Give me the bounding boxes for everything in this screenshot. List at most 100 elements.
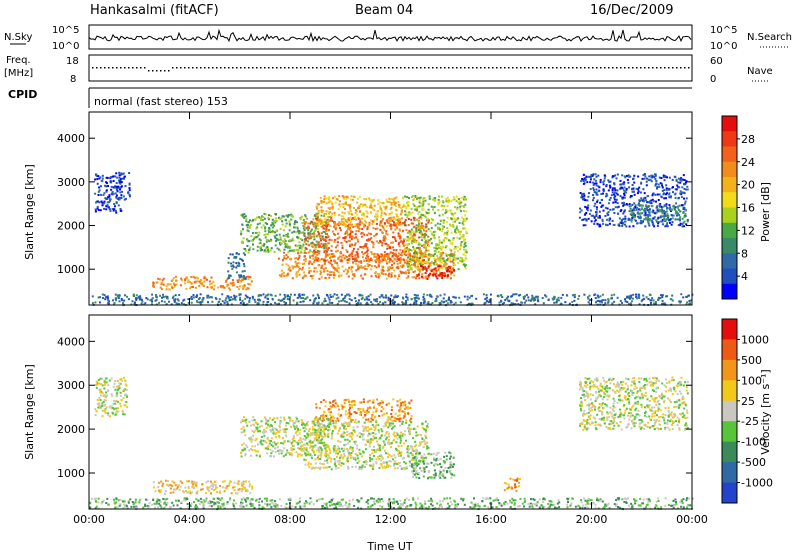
- power-cell: [350, 236, 353, 238]
- power-cell: [417, 220, 420, 223]
- power-cell: [278, 233, 281, 236]
- power-cell: [672, 191, 674, 194]
- power-cell: [673, 207, 676, 210]
- power-cell: [607, 298, 610, 301]
- freq-dot: [300, 67, 302, 69]
- power-cell: [162, 277, 165, 280]
- power-cell: [323, 195, 326, 198]
- power-cell: [466, 298, 469, 301]
- power-cell: [662, 302, 665, 305]
- power-cell: [394, 228, 397, 231]
- power-cell: [459, 248, 462, 251]
- power-cell: [373, 265, 376, 267]
- power-cell: [623, 217, 626, 220]
- power-cell: [255, 236, 258, 239]
- power-cell: [673, 175, 676, 178]
- power-cell: [239, 257, 242, 260]
- power-cell: [341, 256, 344, 259]
- power-cell: [329, 219, 332, 222]
- power-cell: [418, 236, 421, 239]
- velocity-cell: [237, 480, 240, 483]
- power-cell: [642, 294, 645, 297]
- power-cell: [680, 179, 683, 182]
- power-cell: [645, 218, 648, 221]
- nave-tick-high: 60: [710, 56, 723, 67]
- power-cell: [453, 198, 456, 201]
- power-cell: [541, 297, 544, 299]
- power-cell: [636, 212, 639, 215]
- velocity-cell: [255, 437, 258, 440]
- power-cell: [330, 296, 333, 298]
- power-cell: [303, 234, 306, 237]
- power-cell: [661, 215, 664, 218]
- power-cell: [438, 195, 440, 198]
- power-cell: [401, 271, 404, 274]
- power-cell: [242, 263, 245, 265]
- power-cell: [603, 177, 606, 180]
- power-cell: [162, 295, 165, 298]
- power-cell: [434, 273, 437, 276]
- power-cell: [654, 184, 657, 187]
- power-cell: [666, 225, 669, 228]
- velocity-region-1: [152, 479, 254, 495]
- freq-dot: [116, 67, 118, 69]
- power-cell: [381, 267, 384, 270]
- power-cell: [366, 212, 369, 215]
- velocity-cell: [97, 406, 100, 409]
- power-cell: [514, 293, 517, 296]
- velocity-cell: [242, 480, 245, 483]
- power-cell: [122, 172, 125, 175]
- velocity-cell: [125, 384, 128, 387]
- freq-dot: [248, 67, 250, 69]
- power-cell: [107, 206, 110, 209]
- power-cell: [427, 228, 430, 231]
- power-cell: [631, 184, 634, 186]
- power-cell: [233, 296, 236, 299]
- power-cell: [418, 197, 421, 200]
- power-cell: [644, 204, 647, 207]
- power-cell: [349, 229, 352, 232]
- power-cell: [323, 198, 326, 201]
- power-cell: [600, 193, 603, 195]
- velocity-cell: [300, 454, 303, 457]
- power-cell: [375, 260, 377, 263]
- power-cell: [122, 302, 124, 305]
- power-cell: [627, 181, 630, 184]
- power-cell: [389, 246, 392, 249]
- velocity-cell: [189, 492, 192, 495]
- power-cell: [671, 299, 674, 302]
- power-cell: [453, 217, 456, 220]
- velocity-cell: [266, 420, 269, 423]
- velocity-cell: [174, 484, 177, 487]
- power-cell: [279, 227, 282, 230]
- freq-dot: [516, 67, 518, 69]
- power-cell: [363, 245, 366, 248]
- velocity-cell: [208, 490, 211, 492]
- cpid-text: normal (fast stereo) 153: [94, 95, 228, 108]
- power-cell: [582, 218, 585, 221]
- velocity-cell: [321, 430, 324, 433]
- power-cell: [349, 220, 352, 222]
- power-cell: [97, 296, 100, 299]
- power-cell: [221, 300, 224, 303]
- power-cell: [107, 299, 110, 302]
- power-cell: [450, 254, 453, 257]
- power-cell: [353, 244, 356, 247]
- velocity-cell: [263, 434, 266, 437]
- power-cell: [313, 267, 316, 270]
- power-cell: [422, 200, 425, 203]
- power-cell: [676, 214, 678, 217]
- power-cell: [200, 279, 203, 281]
- power-cell: [588, 175, 591, 178]
- power-cell: [628, 295, 631, 298]
- power-cell: [608, 198, 611, 201]
- power-cell: [317, 243, 320, 246]
- velocity-cell: [107, 412, 110, 415]
- power-cell: [330, 218, 333, 221]
- power-cell: [587, 217, 590, 220]
- power-cell: [650, 219, 653, 222]
- power-cell: [686, 219, 689, 222]
- power-cell: [270, 294, 273, 297]
- power-cell: [430, 262, 433, 265]
- power-cell: [224, 280, 227, 283]
